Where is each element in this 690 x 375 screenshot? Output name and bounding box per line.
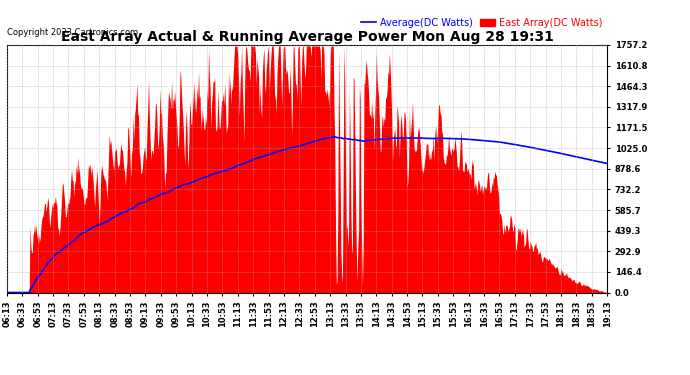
Legend: Average(DC Watts), East Array(DC Watts): Average(DC Watts), East Array(DC Watts) — [362, 18, 602, 28]
Text: Copyright 2023 Cartronics.com: Copyright 2023 Cartronics.com — [7, 28, 138, 37]
Title: East Array Actual & Running Average Power Mon Aug 28 19:31: East Array Actual & Running Average Powe… — [61, 30, 553, 44]
